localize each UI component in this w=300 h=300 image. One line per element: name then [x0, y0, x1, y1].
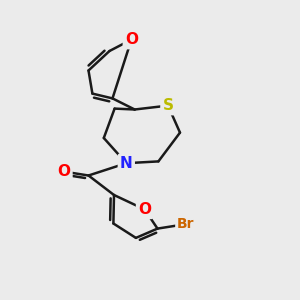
Text: O: O [138, 202, 151, 217]
Text: Br: Br [177, 217, 195, 231]
Text: N: N [120, 156, 133, 171]
Text: O: O [125, 32, 138, 47]
Text: S: S [163, 98, 173, 113]
Text: O: O [57, 164, 70, 179]
